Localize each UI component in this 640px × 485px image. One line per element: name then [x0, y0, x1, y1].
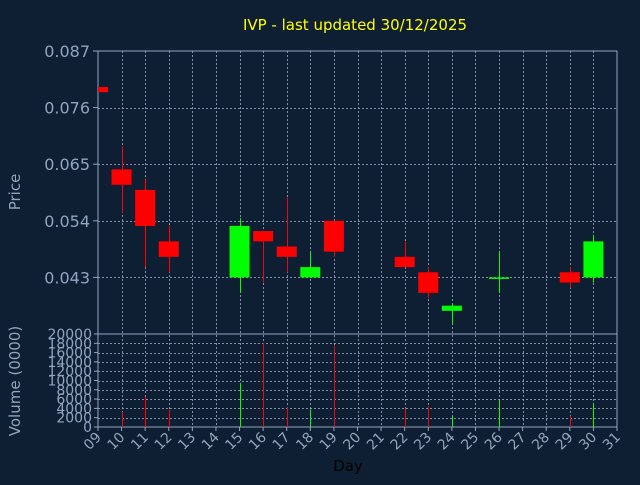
candle-body: [583, 241, 604, 278]
day-tick-label: 15: [222, 430, 246, 454]
candle: [559, 267, 580, 288]
day-tick-label: 19: [317, 430, 341, 454]
candle: [229, 218, 250, 293]
price-tick-label: 0.054: [44, 212, 90, 231]
chart-title: IVP - last updated 30/12/2025: [243, 16, 467, 34]
volume-bars: [122, 343, 594, 427]
candle-body: [394, 256, 415, 268]
candle: [253, 231, 274, 283]
candle: [323, 220, 344, 257]
candle: [111, 146, 132, 214]
grid-lines: [98, 51, 617, 427]
candle-body: [98, 87, 108, 93]
candle-body: [158, 241, 179, 257]
day-axis-label: Day: [333, 457, 363, 475]
day-tick-label: 11: [128, 430, 152, 454]
price-tick-label: 0.043: [44, 268, 90, 287]
candle: [276, 197, 297, 273]
price-candles: [98, 87, 604, 324]
day-tick-label: 21: [364, 430, 388, 454]
day-tick-label: 28: [529, 430, 553, 454]
day-tick-label: 23: [411, 430, 435, 454]
candle: [489, 251, 510, 293]
day-tick-label: 10: [104, 430, 128, 454]
candle-body: [229, 225, 250, 278]
price-tick-label: 0.065: [44, 155, 90, 174]
day-tick-label: 17: [270, 430, 294, 454]
candle: [300, 251, 321, 278]
day-tick-label: 12: [152, 430, 176, 454]
day-tick-label: 26: [482, 429, 506, 453]
volume-tick-label: 4000: [56, 401, 92, 417]
volume-tick-label: 18000: [47, 336, 92, 352]
candle-body: [300, 267, 321, 278]
candle: [135, 179, 156, 268]
candle-body: [441, 305, 462, 311]
day-tick-label: 22: [388, 430, 412, 454]
candle-body: [111, 169, 132, 185]
candle-body: [489, 277, 510, 279]
day-tick-label: 25: [458, 430, 482, 454]
day-tick-label: 31: [600, 430, 624, 454]
volume-tick-label: 14000: [47, 355, 92, 371]
day-tick-label: 27: [506, 430, 530, 454]
day-tick-label: 18: [293, 430, 317, 454]
volume-tick-labels: 0200040006000800010000120001400016000180…: [47, 327, 98, 436]
day-tick-label: 24: [435, 429, 459, 453]
day-tick-labels: 09 10 11 12 13 14 15 16 17 18 19 20 21 22 23 24 25 26 27 28…: [81, 427, 624, 453]
price-axis-label: Price: [6, 174, 24, 211]
candle: [98, 87, 108, 93]
price-tick-label: 0.076: [44, 99, 90, 118]
candle: [441, 303, 462, 324]
day-tick-label: 14: [199, 429, 223, 453]
volume-axis-label: Volume (0000): [6, 326, 24, 436]
candle-body: [276, 246, 297, 257]
volume-tick-label: 20000: [47, 327, 92, 343]
candle-body: [323, 220, 344, 252]
candle-body: [135, 189, 156, 226]
candle: [418, 267, 439, 298]
price-tick-label: 0.087: [44, 42, 90, 61]
day-tick-label: 13: [175, 430, 199, 454]
candle-body: [418, 272, 439, 293]
day-tick-label: 29: [553, 430, 577, 454]
volume-tick-label: 0: [83, 420, 92, 436]
candle: [158, 225, 179, 273]
candle: [583, 236, 604, 283]
volume-tick-label: 6000: [56, 392, 92, 408]
candle: [394, 241, 415, 268]
day-tick-label: 16: [246, 429, 270, 453]
volume-panel-border: [97, 333, 618, 428]
candle-body: [253, 231, 274, 242]
volume-tick-label: 8000: [56, 383, 92, 399]
volume-tick-label: 2000: [56, 411, 92, 427]
candle-body: [559, 272, 580, 283]
price-tick-labels: 0.043 0.054 0.065 0.076 0.087: [44, 42, 98, 287]
volume-tick-label: 16000: [47, 346, 92, 362]
volume-tick-label: 10000: [47, 374, 92, 390]
price-panel-border: [97, 50, 618, 335]
day-tick-label: 20: [340, 430, 364, 454]
volume-tick-label: 12000: [47, 364, 92, 380]
day-tick-label: 30: [576, 430, 600, 454]
